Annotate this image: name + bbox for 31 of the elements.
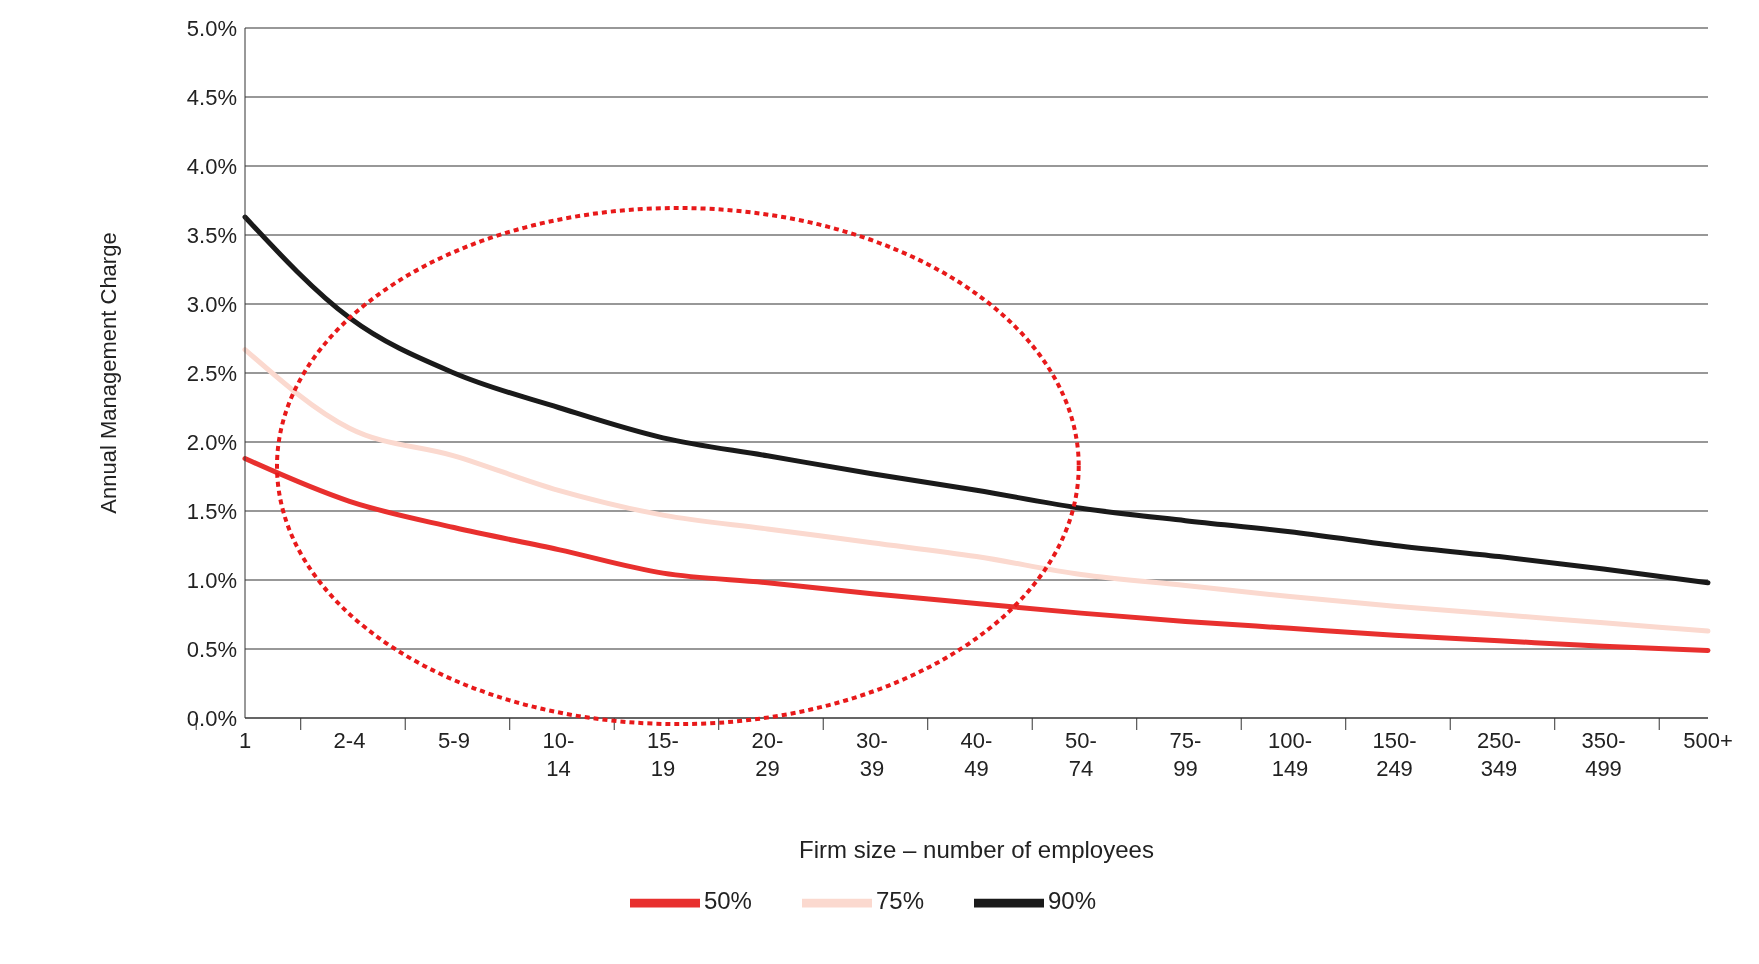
x-tick-label: 100- 149 <box>1267 728 1313 781</box>
y-tick-label: 3.0% <box>186 291 237 317</box>
x-tick-label: 250- 349 <box>1476 728 1522 781</box>
y-tick-label: 5.0% <box>186 15 237 41</box>
x-tick-label: 10- 14 <box>542 728 575 781</box>
legend-label: 75% <box>875 887 925 915</box>
x-tick-label: 350- 499 <box>1581 728 1626 781</box>
x-tick-label: 75- 99 <box>1169 728 1202 781</box>
x-tick-label: 150- 249 <box>1372 728 1417 781</box>
y-tick-label: 1.5% <box>186 498 237 524</box>
y-tick-label: 1.0% <box>186 567 237 593</box>
x-tick-label: 500+ <box>1683 728 1733 753</box>
y-tick-label: 4.0% <box>186 153 237 179</box>
y-tick-label: 0.0% <box>186 705 237 731</box>
y-axis-title: Annual Management Charge <box>95 232 121 514</box>
y-tick-label: 2.5% <box>186 360 237 386</box>
x-tick-label: 50- 74 <box>1065 728 1097 781</box>
x-tick-label: 30- 39 <box>856 728 888 781</box>
x-tick-label: 5-9 <box>438 728 470 753</box>
x-tick-label: 1 <box>238 728 252 753</box>
y-tick-label: 2.0% <box>186 429 237 455</box>
y-tick-label: 3.5% <box>186 222 237 248</box>
y-tick-label: 0.5% <box>186 636 237 662</box>
legend-label: 50% <box>703 887 752 915</box>
x-tick-label: 15- 19 <box>647 728 679 781</box>
x-tick-label: 20- 29 <box>751 728 784 781</box>
x-tick-label: 40- 49 <box>960 728 993 781</box>
legend-label: 90% <box>1048 887 1097 915</box>
y-tick-label: 4.5% <box>186 84 237 110</box>
x-tick-label: 2-4 <box>333 728 366 753</box>
x-axis-title: Firm size – number of employees <box>799 836 1154 863</box>
